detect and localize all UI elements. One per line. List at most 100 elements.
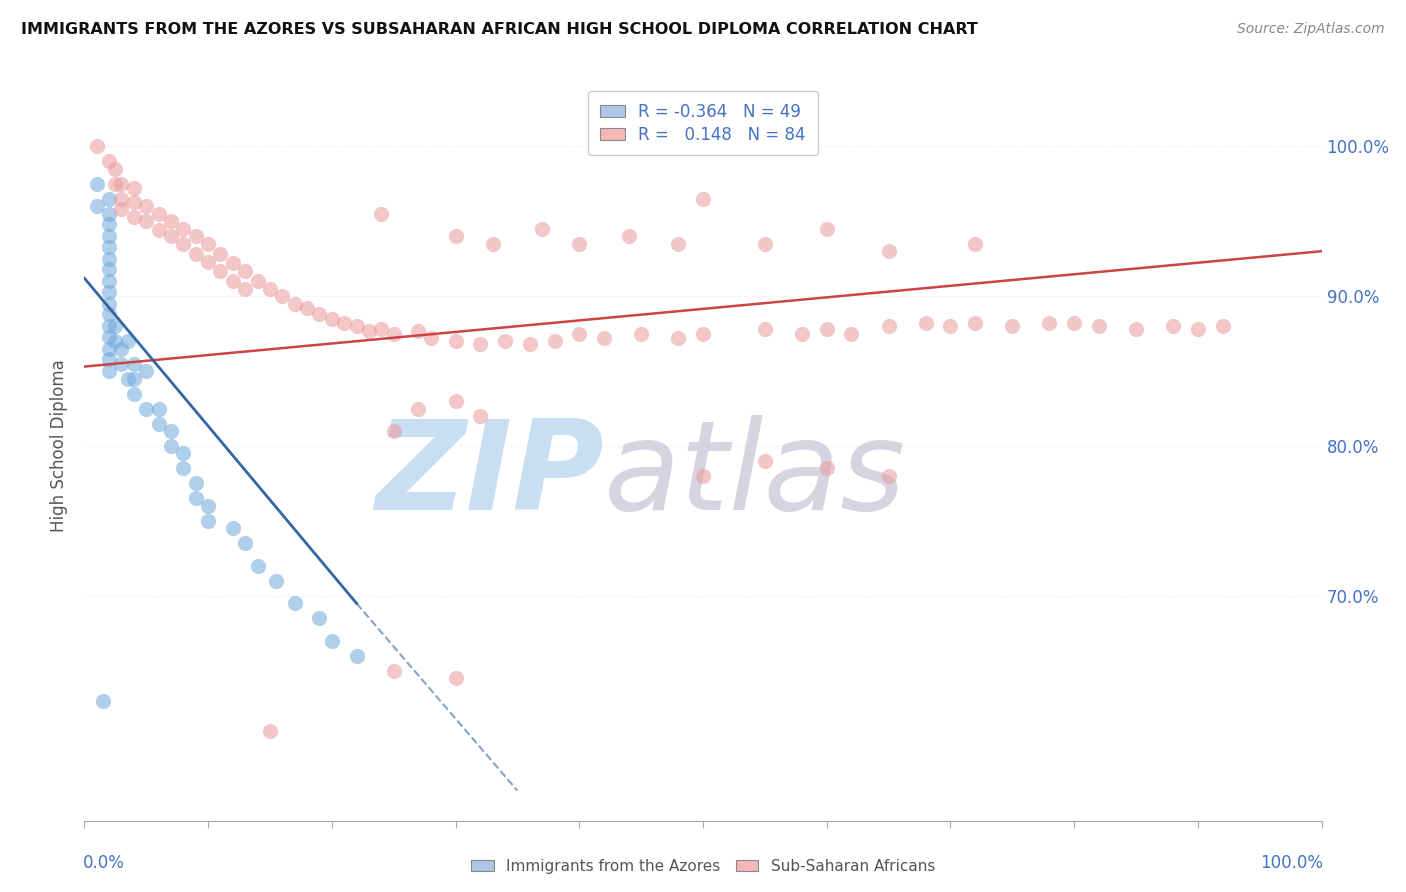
Point — [790, 326, 813, 341]
Point — [1161, 319, 1184, 334]
Point — [666, 331, 689, 345]
Point — [259, 723, 281, 738]
Point — [321, 311, 343, 326]
Point — [135, 401, 157, 416]
Point — [184, 476, 207, 491]
Point — [754, 322, 776, 336]
Point — [197, 254, 219, 268]
Point — [914, 316, 936, 330]
Point — [98, 252, 121, 266]
Point — [841, 326, 863, 341]
Point — [877, 469, 900, 483]
Point — [172, 461, 194, 475]
Legend: Immigrants from the Azores, Sub-Saharan Africans: Immigrants from the Azores, Sub-Saharan … — [465, 853, 941, 880]
Point — [160, 424, 183, 438]
Point — [419, 331, 441, 345]
Point — [754, 454, 776, 468]
Point — [233, 536, 256, 550]
Point — [1063, 316, 1085, 330]
Point — [222, 521, 245, 535]
Point — [110, 357, 132, 371]
Point — [122, 386, 145, 401]
Legend: R = -0.364   N = 49, R =   0.148   N = 84: R = -0.364 N = 49, R = 0.148 N = 84 — [589, 91, 817, 155]
Point — [264, 574, 287, 588]
Point — [1088, 319, 1111, 334]
Text: ZIP: ZIP — [375, 416, 605, 536]
Text: Source: ZipAtlas.com: Source: ZipAtlas.com — [1237, 22, 1385, 37]
Point — [148, 401, 170, 416]
Point — [357, 324, 380, 338]
Point — [91, 694, 114, 708]
Point — [110, 177, 132, 191]
Point — [110, 342, 132, 356]
Point — [86, 177, 108, 191]
Point — [98, 319, 121, 334]
Point — [346, 648, 368, 663]
Point — [568, 236, 591, 251]
Point — [197, 236, 219, 251]
Point — [122, 371, 145, 385]
Point — [160, 229, 183, 244]
Point — [692, 469, 714, 483]
Point — [1038, 316, 1060, 330]
Point — [531, 221, 554, 235]
Point — [98, 262, 121, 277]
Point — [98, 217, 121, 231]
Point — [117, 334, 139, 348]
Point — [86, 139, 108, 153]
Point — [98, 274, 121, 288]
Point — [382, 424, 405, 438]
Point — [815, 461, 838, 475]
Point — [110, 192, 132, 206]
Point — [470, 409, 492, 423]
Point — [98, 154, 121, 169]
Point — [246, 274, 269, 288]
Point — [444, 671, 467, 685]
Point — [98, 285, 121, 299]
Point — [98, 207, 121, 221]
Point — [1212, 319, 1234, 334]
Text: atlas: atlas — [605, 416, 905, 536]
Point — [135, 364, 157, 378]
Point — [481, 236, 503, 251]
Point — [98, 352, 121, 367]
Point — [568, 326, 591, 341]
Point — [815, 322, 838, 336]
Point — [233, 263, 256, 277]
Point — [222, 256, 245, 270]
Point — [692, 326, 714, 341]
Point — [172, 446, 194, 460]
Point — [122, 181, 145, 195]
Point — [965, 236, 987, 251]
Point — [444, 334, 467, 348]
Point — [122, 194, 145, 209]
Point — [308, 611, 330, 625]
Point — [271, 289, 294, 303]
Point — [444, 229, 467, 244]
Point — [754, 236, 776, 251]
Point — [160, 214, 183, 228]
Point — [98, 240, 121, 254]
Point — [308, 307, 330, 321]
Point — [233, 282, 256, 296]
Point — [209, 263, 232, 277]
Point — [104, 161, 127, 176]
Point — [259, 282, 281, 296]
Point — [382, 326, 405, 341]
Point — [160, 439, 183, 453]
Point — [98, 229, 121, 244]
Point — [321, 633, 343, 648]
Point — [98, 342, 121, 356]
Point — [110, 202, 132, 217]
Point — [408, 324, 430, 338]
Text: 100.0%: 100.0% — [1260, 855, 1323, 872]
Point — [370, 207, 392, 221]
Point — [98, 296, 121, 310]
Point — [543, 334, 565, 348]
Point — [98, 329, 121, 343]
Point — [1125, 322, 1147, 336]
Point — [246, 558, 269, 573]
Point — [135, 199, 157, 213]
Text: IMMIGRANTS FROM THE AZORES VS SUBSAHARAN AFRICAN HIGH SCHOOL DIPLOMA CORRELATION: IMMIGRANTS FROM THE AZORES VS SUBSAHARAN… — [21, 22, 979, 37]
Point — [98, 192, 121, 206]
